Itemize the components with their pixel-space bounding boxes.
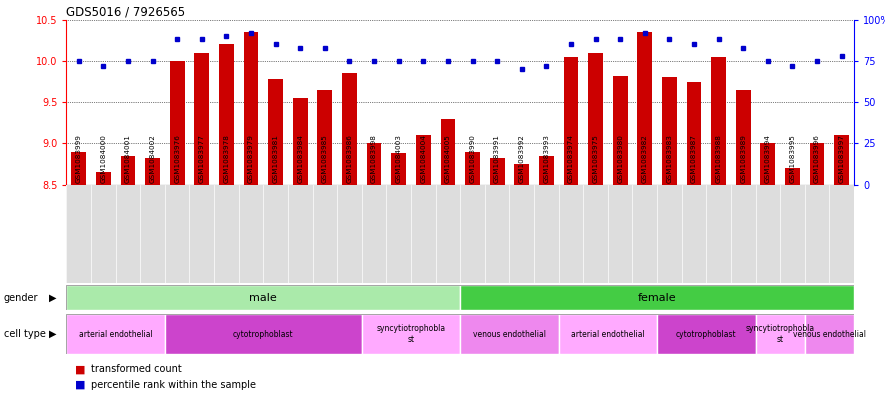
Bar: [243, 32, 258, 185]
Bar: [785, 168, 800, 185]
Bar: [539, 156, 554, 185]
Bar: [318, 90, 332, 185]
Bar: [460, 285, 854, 310]
Bar: [293, 98, 308, 185]
Bar: [195, 53, 209, 185]
Bar: [657, 314, 756, 354]
Text: cytotrophoblast: cytotrophoblast: [676, 330, 736, 338]
Bar: [145, 158, 160, 185]
Text: venous endothelial: venous endothelial: [793, 330, 866, 338]
Bar: [514, 164, 529, 185]
Text: venous endothelial: venous endothelial: [473, 330, 546, 338]
Bar: [366, 143, 381, 185]
Bar: [416, 135, 431, 185]
Text: arterial endothelial: arterial endothelial: [79, 330, 152, 338]
Bar: [96, 172, 111, 185]
Bar: [66, 314, 165, 354]
Text: female: female: [638, 293, 676, 303]
Bar: [268, 79, 283, 185]
Text: transformed count: transformed count: [91, 364, 182, 375]
Bar: [756, 314, 804, 354]
Bar: [342, 73, 357, 185]
Bar: [564, 57, 579, 185]
Bar: [810, 143, 825, 185]
Text: GDS5016 / 7926565: GDS5016 / 7926565: [66, 6, 186, 18]
Bar: [72, 152, 86, 185]
Text: cytotrophoblast: cytotrophoblast: [233, 330, 294, 338]
Text: ■: ■: [75, 364, 86, 375]
Text: arterial endothelial: arterial endothelial: [571, 330, 645, 338]
Bar: [558, 314, 657, 354]
Bar: [612, 76, 627, 185]
Text: ▶: ▶: [49, 329, 56, 339]
Bar: [712, 57, 726, 185]
Text: ▶: ▶: [49, 293, 56, 303]
Text: ■: ■: [75, 380, 86, 390]
Bar: [362, 314, 460, 354]
Bar: [441, 119, 455, 185]
Bar: [391, 153, 406, 185]
Bar: [120, 156, 135, 185]
Bar: [804, 314, 854, 354]
Bar: [589, 53, 603, 185]
Bar: [489, 158, 504, 185]
Text: percentile rank within the sample: percentile rank within the sample: [91, 380, 256, 390]
Bar: [637, 32, 652, 185]
Bar: [165, 314, 362, 354]
Bar: [66, 285, 460, 310]
Text: cell type: cell type: [4, 329, 45, 339]
Bar: [460, 314, 558, 354]
Bar: [662, 77, 677, 185]
Bar: [760, 143, 775, 185]
Text: male: male: [250, 293, 277, 303]
Text: syncytiotrophobla
st: syncytiotrophobla st: [376, 324, 445, 344]
Bar: [687, 81, 702, 185]
Bar: [466, 152, 480, 185]
Text: gender: gender: [4, 293, 38, 303]
Bar: [219, 44, 234, 185]
Bar: [170, 61, 184, 185]
Bar: [736, 90, 750, 185]
Text: syncytiotrophobla
st: syncytiotrophobla st: [746, 324, 815, 344]
Bar: [835, 135, 849, 185]
